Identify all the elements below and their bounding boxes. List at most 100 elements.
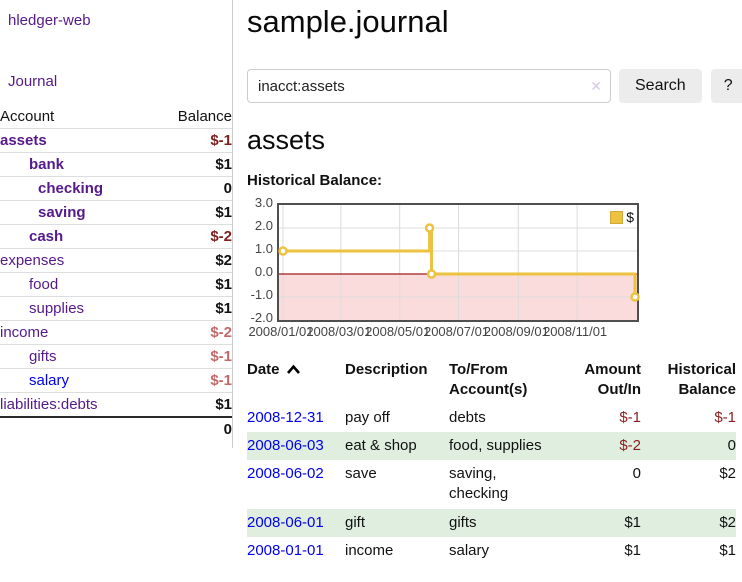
account-row: cash $-2 <box>0 224 232 249</box>
x-tick-label: 2008/07/01 <box>423 324 490 339</box>
accounts-total-balance: 0 <box>152 416 232 441</box>
col-amount: Amount Out/In <box>584 361 641 399</box>
main-content: sample.journal ✕ Search ? assets Histori… <box>247 0 742 565</box>
account-cell: food <box>0 273 152 297</box>
search-input[interactable] <box>247 69 611 103</box>
account-cell: cash <box>0 225 152 249</box>
tofrom-cell: saving, checking <box>449 465 509 503</box>
y-tick-label: -1.0 <box>250 287 273 302</box>
balance-cell: $-1 <box>714 408 736 426</box>
account-link[interactable]: assets <box>0 132 47 149</box>
account-row: expenses $2 <box>0 248 232 273</box>
accounts-total-row: 0 <box>0 416 232 441</box>
transaction-row[interactable]: 2008-06-03 eat & shop food, supplies $-2… <box>247 431 736 460</box>
account-heading: assets <box>247 125 326 155</box>
help-button[interactable]: ? <box>710 69 742 103</box>
chart-title: Historical Balance: <box>247 172 383 189</box>
y-tick-label: 2.0 <box>254 218 273 233</box>
description-cell: eat & shop <box>345 436 417 454</box>
account-row: income $-2 <box>0 320 232 345</box>
account-balance: $-2 <box>210 324 232 341</box>
app-title-link[interactable]: hledger-web <box>8 12 91 29</box>
accounts-col-balance: Balance <box>177 108 232 125</box>
account-cell: saving <box>0 201 152 225</box>
col-date-label: Date <box>247 361 280 378</box>
balance-cell: 0 <box>727 436 736 454</box>
balance-cell: $2 <box>719 513 736 531</box>
account-link[interactable]: salary <box>29 372 70 389</box>
balance-cell: $2 <box>719 465 736 482</box>
transaction-row[interactable]: 2008-01-01 income salary $1 $1 <box>247 537 736 565</box>
transaction-row[interactable]: 2008-06-02 save saving, checking 0 $2 <box>247 460 736 509</box>
tofrom-cell: gifts <box>449 513 477 531</box>
data-point-marker <box>630 292 640 302</box>
account-balance: $-1 <box>210 348 232 365</box>
col-tofrom: To/From Account(s) <box>449 361 528 399</box>
account-link[interactable]: supplies <box>29 300 85 317</box>
account-row: supplies $1 <box>0 296 232 321</box>
date-cell: 2008-06-01 <box>247 509 345 537</box>
date-link[interactable]: 2008-12-31 <box>247 408 324 426</box>
account-link[interactable]: food <box>29 276 59 293</box>
accounts-header-row: Account Balance <box>0 105 232 129</box>
account-link[interactable]: bank <box>29 156 65 173</box>
account-balance: $-2 <box>210 228 232 245</box>
account-row: saving $1 <box>0 200 232 225</box>
amount-cell: $1 <box>624 541 641 559</box>
x-tick-label: 2008/09/01 <box>483 324 549 339</box>
description-cell: save <box>345 465 377 482</box>
legend-label: $ <box>626 209 634 225</box>
search-button[interactable]: Search <box>619 69 702 103</box>
date-link[interactable]: 2008-01-01 <box>247 541 324 559</box>
account-balance: $1 <box>215 276 232 293</box>
account-row: checking 0 <box>0 176 232 201</box>
amount-cell: $-1 <box>619 408 641 426</box>
account-balance: $1 <box>215 300 232 317</box>
date-link[interactable]: 2008-06-01 <box>247 513 324 531</box>
date-link[interactable]: 2008-06-03 <box>247 436 324 454</box>
transaction-row[interactable]: 2008-06-01 gift gifts $1 $2 <box>247 508 736 537</box>
date-cell: 2008-01-01 <box>247 537 345 565</box>
y-tick-label: -2.0 <box>250 310 273 325</box>
account-cell: assets <box>0 129 152 153</box>
chart-legend: $ <box>610 209 634 225</box>
clear-search-icon[interactable]: ✕ <box>590 78 602 94</box>
register-table: Date Description To/From Account(s) Amou… <box>247 357 736 565</box>
account-link[interactable]: income <box>0 324 49 341</box>
data-point-marker <box>278 246 288 256</box>
tofrom-cell: food, supplies <box>449 436 542 454</box>
account-link[interactable]: cash <box>29 228 64 245</box>
accounts-col-account: Account <box>0 108 55 125</box>
account-balance: $1 <box>215 156 232 173</box>
sort-asc-icon <box>286 364 300 374</box>
account-row: gifts $-1 <box>0 344 232 369</box>
amount-cell: 0 <box>632 465 641 482</box>
account-row: food $1 <box>0 272 232 297</box>
register-header-row: Date Description To/From Account(s) Amou… <box>247 357 736 404</box>
account-balance: $1 <box>215 204 232 221</box>
account-cell: supplies <box>0 297 152 321</box>
description-cell: pay off <box>345 408 390 426</box>
chart-plot-area[interactable]: $ <box>277 203 640 322</box>
account-link[interactable]: saving <box>38 204 86 221</box>
account-link[interactable]: expenses <box>0 252 65 269</box>
tofrom-cell: salary <box>449 541 490 559</box>
account-balance: $-1 <box>210 372 232 389</box>
transaction-row[interactable]: 2008-12-31 pay off debts $-1 $-1 <box>247 404 736 432</box>
date-link[interactable]: 2008-06-02 <box>247 465 324 482</box>
balance-cell: $1 <box>719 541 736 559</box>
account-balance: $1 <box>215 396 232 413</box>
historical-balance-chart: 3.0 2.0 1.0 0.0 -1.0 -2.0 $ 2008/01/01 2008/03… <box>247 195 736 345</box>
y-tick-label: 0.0 <box>254 264 273 279</box>
account-link[interactable]: gifts <box>29 348 57 365</box>
sidebar: hledger-web Journal Account Balance asse… <box>0 0 233 448</box>
sidebar-item-journal[interactable]: Journal <box>8 73 58 90</box>
account-cell: bank <box>0 153 152 177</box>
account-balance: 0 <box>223 180 232 197</box>
account-link[interactable]: checking <box>38 180 104 197</box>
account-cell: income <box>0 321 152 345</box>
account-row: salary $-1 <box>0 368 232 393</box>
description-cell: income <box>345 541 394 559</box>
col-date[interactable]: Date <box>247 357 345 404</box>
account-link[interactable]: liabilities:debts <box>0 396 98 413</box>
